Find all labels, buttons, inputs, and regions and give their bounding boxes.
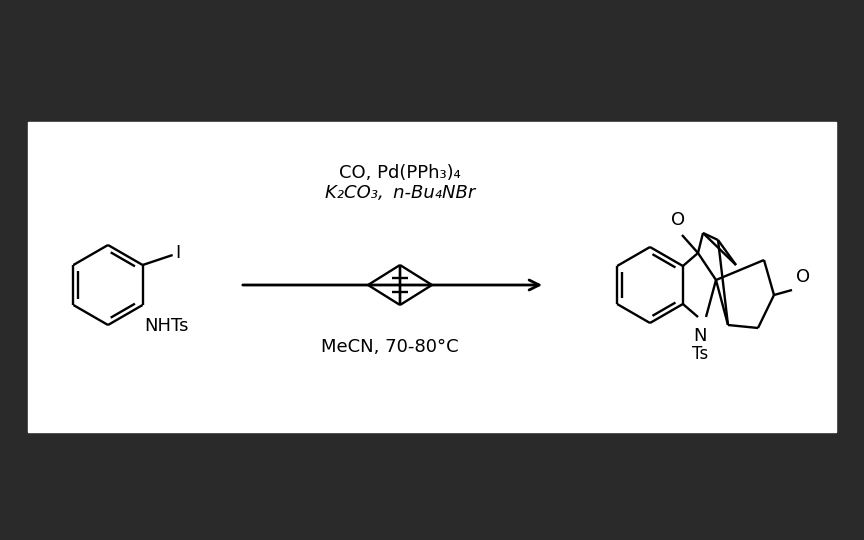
Text: N: N — [693, 327, 707, 345]
Text: I: I — [175, 244, 181, 262]
Text: K₂CO₃,  n-Bu₄NBr: K₂CO₃, n-Bu₄NBr — [325, 184, 475, 202]
Text: Ts: Ts — [692, 345, 708, 363]
FancyArrowPatch shape — [243, 280, 539, 290]
Text: MeCN, 70-80°C: MeCN, 70-80°C — [321, 338, 459, 356]
Text: CO, Pd(PPh₃)₄: CO, Pd(PPh₃)₄ — [340, 164, 461, 182]
FancyBboxPatch shape — [28, 122, 836, 432]
Text: O: O — [796, 268, 810, 286]
Text: NHTs: NHTs — [144, 317, 189, 335]
Text: O: O — [671, 211, 685, 229]
